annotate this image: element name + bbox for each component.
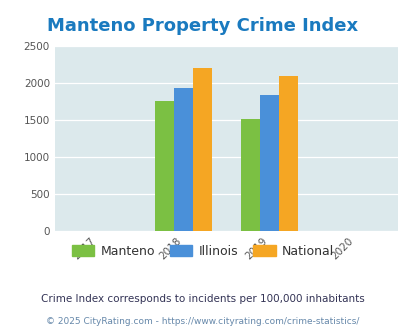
Legend: Manteno, Illinois, National: Manteno, Illinois, National (66, 240, 339, 263)
Text: Manteno Property Crime Index: Manteno Property Crime Index (47, 16, 358, 35)
Bar (174, 87, 192, 231)
Text: © 2025 CityRating.com - https://www.cityrating.com/crime-statistics/: © 2025 CityRating.com - https://www.city… (46, 317, 359, 326)
Bar (240, 119, 259, 231)
Bar (192, 68, 211, 231)
Text: Crime Index corresponds to incidents per 100,000 inhabitants: Crime Index corresponds to incidents per… (41, 294, 364, 304)
Bar (259, 95, 278, 231)
Bar (278, 76, 297, 231)
Bar (155, 101, 174, 231)
